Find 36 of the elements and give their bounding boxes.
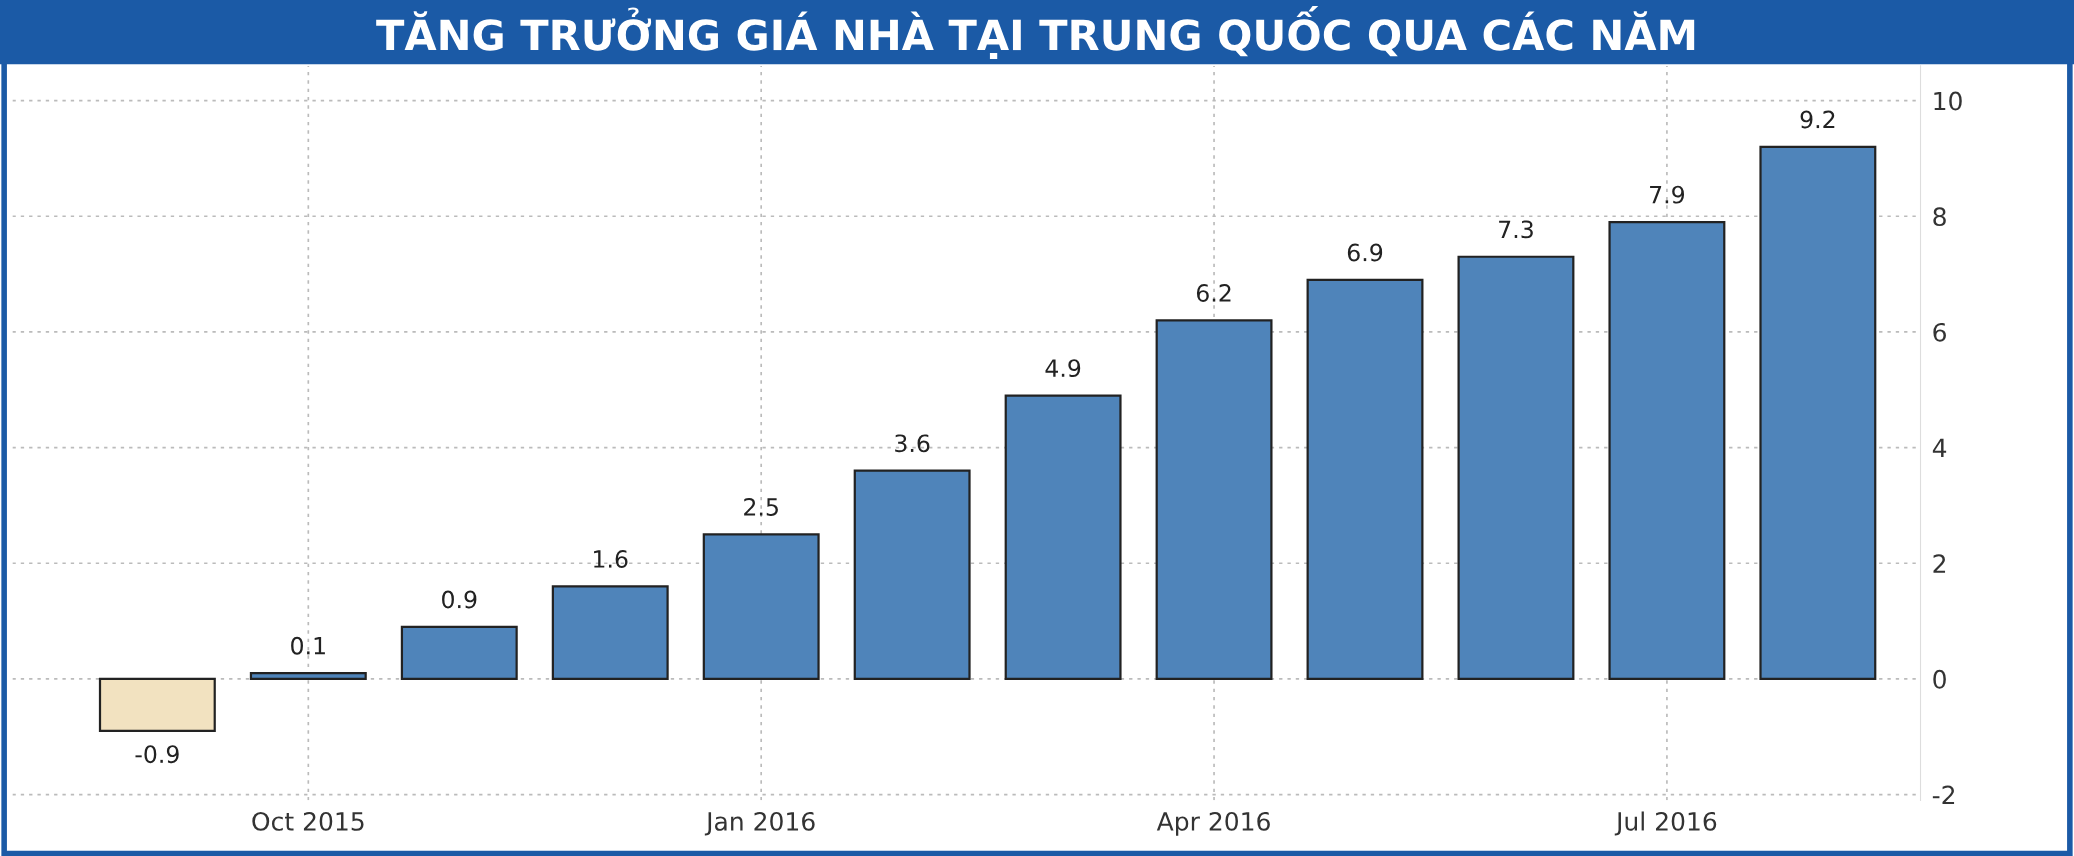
y-tick-label: 6 (1933, 322, 1946, 342)
y-tick-label: 0 (1933, 669, 1946, 689)
data-label: 4.9 (1045, 359, 1081, 378)
bar (1457, 255, 1575, 681)
x-tick-label: Apr 2016 (1156, 811, 1270, 836)
y-tick-label: 8 (1933, 207, 1946, 227)
y-tick-label: 2 (1933, 554, 1946, 573)
data-label: 9.2 (1800, 110, 1835, 129)
x-tick-label: Oct 2015 (252, 811, 364, 831)
y-tick-label: -2 (1932, 785, 1955, 805)
bar (551, 585, 669, 681)
y-tick-label: 10 (1934, 91, 1962, 111)
data-label: 3.6 (895, 434, 930, 453)
bar (1759, 145, 1877, 681)
bar (1155, 319, 1273, 681)
chart-title: TĂNG TRƯỞNG GIÁ NHÀ TẠI TRUNG QUỐC QUA CÁC NĂM (376, 6, 1695, 59)
data-label: -0.9 (135, 745, 179, 764)
bar (249, 672, 367, 681)
data-label: 2.5 (744, 498, 778, 516)
bar (853, 469, 971, 681)
bar (98, 677, 216, 733)
x-tick-label: Jan 2016 (704, 811, 815, 836)
data-label: 1.6 (594, 550, 628, 568)
data-label: 7.9 (1650, 185, 1685, 204)
bar (1004, 394, 1122, 681)
bar (400, 625, 518, 681)
data-label: 0.9 (442, 590, 477, 609)
data-label: 6.9 (1347, 243, 1383, 262)
y-tick-label: 4 (1932, 438, 1947, 458)
bar (1608, 220, 1726, 681)
data-label: 7.3 (1499, 220, 1533, 239)
bar (1306, 278, 1424, 681)
bar (702, 533, 820, 681)
data-label: 0.1 (291, 636, 325, 655)
data-label: 6.2 (1196, 284, 1231, 302)
x-tick-label: Jul 2016 (1614, 811, 1717, 836)
